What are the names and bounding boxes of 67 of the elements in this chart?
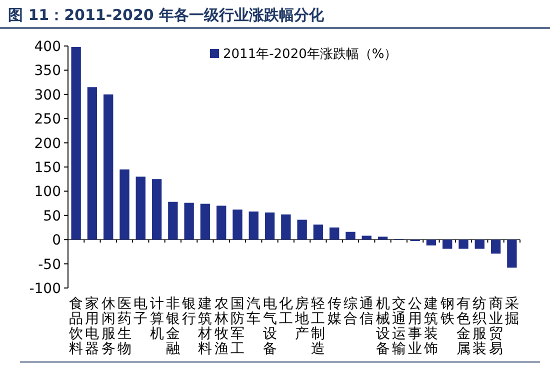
x-tick-label: 机械设备 — [376, 296, 390, 357]
x-tick-label: 医药生物 — [118, 296, 132, 357]
x-tick-label: 建筑装饰 — [423, 296, 438, 357]
x-tick-label: 钢铁 — [439, 296, 454, 327]
x-tick-label: 休闲服务 — [101, 296, 116, 357]
bar — [474, 240, 484, 249]
legend-label: 2011年-2020年涨跌幅（%） — [223, 47, 398, 62]
bar — [264, 212, 275, 240]
x-tick-label: 商业贸易 — [488, 296, 503, 357]
bar — [313, 224, 324, 240]
bar — [71, 46, 81, 240]
bar — [378, 236, 388, 240]
bar — [104, 94, 114, 240]
x-tick-label: 银行 — [181, 296, 196, 327]
bar — [507, 240, 517, 268]
x-tick-label: 非银金融 — [164, 296, 180, 357]
x-tick-label: 交通运输 — [392, 296, 406, 357]
x-tick-label: 电气设备 — [262, 296, 277, 357]
bar — [442, 240, 452, 249]
bar — [248, 212, 258, 240]
x-tick-label: 化工 — [278, 296, 293, 327]
x-tick-label: 房地产 — [294, 296, 310, 342]
y-tick-label: 400 — [34, 39, 61, 55]
y-tick-label: 200 — [34, 136, 61, 152]
x-tick-label: 有色金属 — [456, 296, 470, 357]
x-tick-label: 家用电器 — [85, 296, 100, 357]
x-tick-label: 食品饮料 — [68, 296, 84, 357]
y-tick-label: 0 — [52, 232, 61, 249]
bar — [281, 214, 291, 240]
y-tick-label: 300 — [34, 87, 61, 104]
y-tick-label: 250 — [34, 112, 61, 128]
x-tick-label: 国防军工 — [230, 296, 244, 357]
y-tick-label: 150 — [34, 160, 61, 176]
chart-title: 图 11：2011-2020 年各一级行业涨跌幅分化 — [8, 6, 326, 24]
bar — [136, 176, 146, 240]
bar — [362, 236, 372, 240]
x-tick-label: 电子 — [134, 296, 148, 327]
x-tick-label: 通信 — [360, 296, 374, 327]
bar — [330, 228, 340, 240]
y-tick-label: 350 — [34, 63, 61, 80]
bar — [216, 206, 226, 240]
bar — [87, 87, 98, 240]
bar — [458, 240, 468, 249]
x-tick-label: 农林牧渔 — [213, 296, 228, 357]
bar — [297, 220, 307, 240]
x-tick-label: 公用事业 — [408, 296, 422, 357]
bar — [152, 179, 162, 240]
bar — [184, 202, 194, 240]
y-tick-label: 100 — [34, 184, 61, 200]
x-tick-label: 综合 — [344, 296, 358, 327]
y-tick-label: 50 — [43, 208, 61, 224]
x-tick-label: 轻工制造 — [311, 296, 326, 357]
y-tick-label: -50 — [38, 256, 61, 273]
x-tick-label: 纺织服装 — [472, 296, 487, 357]
x-tick-label: 传媒 — [327, 296, 342, 327]
bar — [346, 232, 356, 240]
x-tick-label: 汽车 — [246, 296, 261, 327]
bar — [200, 204, 210, 240]
bar — [120, 169, 130, 240]
y-tick-label: -100 — [29, 281, 61, 297]
bar — [490, 240, 501, 254]
x-tick-label: 采掘 — [504, 296, 519, 327]
x-tick-label: 建筑材料 — [197, 296, 212, 357]
bar — [426, 240, 436, 246]
bar — [232, 210, 242, 240]
x-tick-label: 计算机 — [150, 296, 164, 342]
bar — [168, 202, 178, 240]
